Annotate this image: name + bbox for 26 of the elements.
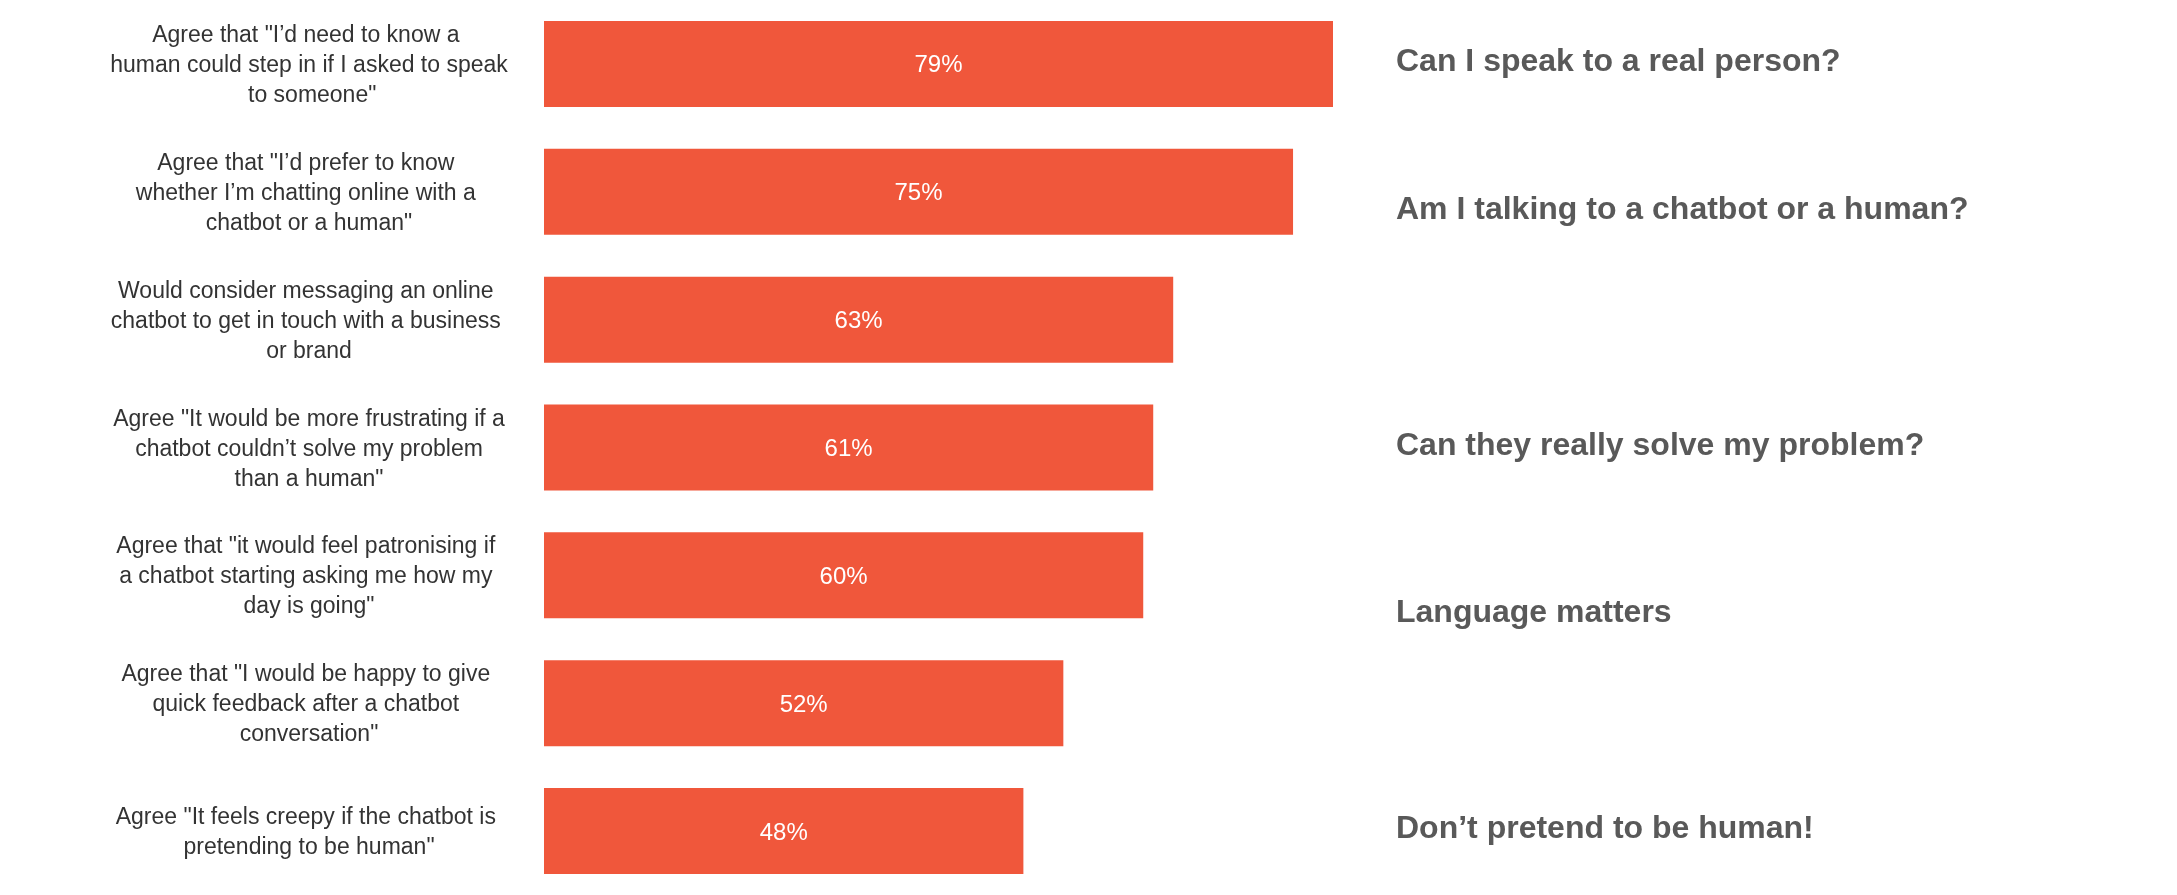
text: Can they really solve my problem?: [1396, 425, 1925, 462]
data-label: 63%: [834, 306, 883, 334]
bar: [544, 20, 1333, 107]
y-tick-label: Agree that "it would feel patronising if a chatbot starting asking me how my day is going": [116, 532, 502, 619]
y-tick-label: Agree that "I’d prefer to know whether I’m chatting online with a chatbot or a human": [134, 148, 483, 235]
data-label: 79%: [914, 50, 963, 78]
y-tick-label: Agree that "I would be happy to give quick feedback after a chatbot conversation": [121, 660, 497, 747]
data-label: 61%: [824, 434, 873, 461]
text: Can I speak to a real person?: [1396, 41, 1841, 78]
bar: [544, 660, 1064, 747]
data-label: 60%: [819, 561, 868, 589]
text: Don’t pretend to be human!: [1396, 809, 1814, 846]
y-tick-label: Agree "It feels creepy if the chatbot is pretending to be human": [115, 803, 503, 860]
text: Language matters: [1396, 593, 1672, 630]
bar: [544, 148, 1294, 235]
bar: [544, 788, 1024, 875]
y-tick-label: Would consider messaging an online chatbot to get in touch with a business or brand: [110, 276, 508, 363]
y-tick-label: Agree that "I’d need to know a human could step in if I asked to speak to someone": [110, 20, 509, 107]
bar: [544, 404, 1154, 491]
data-label: 48%: [759, 817, 808, 845]
y-tick-label: Agree "It would be more frustrating if a chatbot couldn’t solve my problem than a human": [113, 404, 506, 491]
text: Am I talking to a chatbot or a human?: [1396, 189, 1969, 226]
data-label: 52%: [779, 689, 828, 717]
bar: [544, 532, 1144, 619]
data-label: 75%: [894, 178, 943, 206]
bar: [544, 276, 1174, 363]
